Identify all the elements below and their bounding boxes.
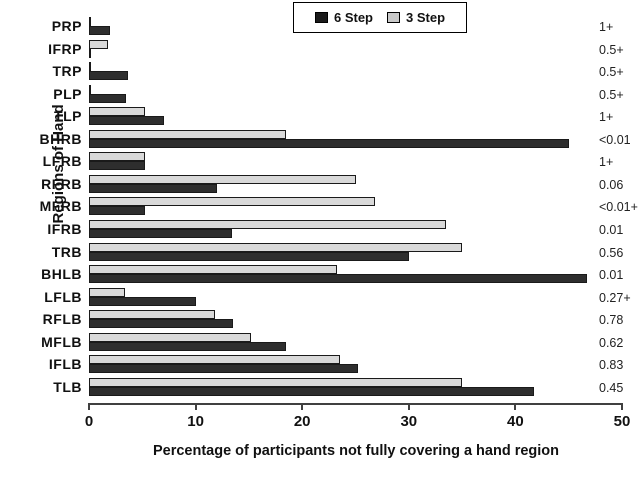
- bar-3step-plp: [89, 84, 92, 94]
- bar-6step-lfrb: [89, 161, 146, 171]
- category-label-ifrb: IFRB: [47, 221, 82, 238]
- category-label-iflb: IFLB: [48, 356, 82, 373]
- bar-3step-lflb: [89, 287, 126, 297]
- x-tick-label-50: 50: [613, 413, 631, 430]
- p-value-iflb: 0.83: [599, 358, 624, 373]
- bar-6step-prp: [89, 26, 111, 35]
- bar-3step-mflb: [89, 332, 252, 342]
- category-label-trb: TRB: [51, 243, 82, 260]
- bar-3step-iflb: [89, 355, 340, 365]
- bar-3step-trb: [89, 242, 463, 252]
- category-label-bhrb: BHRB: [39, 130, 82, 147]
- category-label-rfrb: RFRB: [41, 175, 82, 192]
- bar-3step-tlp: [89, 107, 146, 117]
- p-value-rfrb: 0.06: [599, 177, 624, 192]
- p-value-plp: 0.5+: [599, 87, 624, 102]
- legend-item-3step: 3 Step: [387, 10, 445, 25]
- p-value-trp: 0.5+: [599, 64, 624, 79]
- bar-6step-trb: [89, 251, 409, 261]
- p-value-lfrb: 1+: [599, 155, 614, 170]
- bar-6step-rflb: [89, 319, 233, 329]
- legend-swatch-6step-icon: [314, 12, 328, 23]
- bar-6step-mfrb: [89, 206, 146, 216]
- x-axis-title: Percentage of participants not fully cov…: [152, 443, 560, 459]
- category-label-mfrb: MFRB: [39, 198, 82, 215]
- bar-6step-ifrp: [89, 48, 92, 58]
- p-value-trb: 0.56: [599, 245, 624, 260]
- legend: 6 Step 3 Step: [293, 2, 467, 33]
- legend-item-6step: 6 Step: [314, 10, 373, 25]
- x-tick-0: [88, 403, 90, 410]
- category-label-ifrp: IFRP: [48, 40, 82, 57]
- bar-6step-trp: [89, 71, 129, 81]
- category-label-lfrb: LFRB: [42, 153, 82, 170]
- x-tick-label-30: 30: [400, 413, 418, 430]
- p-value-mflb: 0.62: [599, 335, 624, 350]
- p-value-ifrp: 0.5+: [599, 42, 624, 57]
- bar-3step-ifrp: [89, 39, 109, 49]
- p-value-ifrb: 0.01: [599, 222, 624, 237]
- bar-3step-prp: [89, 17, 92, 26]
- bar-3step-lfrb: [89, 152, 146, 162]
- x-tick-label-40: 40: [507, 413, 524, 430]
- bar-3step-tlb: [89, 377, 463, 387]
- bar-6step-iflb: [89, 364, 358, 374]
- x-tick-30: [407, 403, 410, 410]
- x-tick-10: [194, 403, 197, 410]
- legend-label-3step: 3 Step: [406, 10, 446, 25]
- bar-6step-mflb: [89, 341, 287, 351]
- category-label-rflb: RFLB: [42, 311, 82, 328]
- bar-3step-bhlb: [89, 265, 338, 275]
- category-label-trp: TRP: [52, 63, 82, 80]
- category-label-prp: PRP: [51, 18, 82, 34]
- bar-6step-tlb: [89, 386, 534, 396]
- bar-3step-ifrb: [89, 220, 447, 230]
- bar-3step-mfrb: [89, 197, 375, 207]
- p-value-tlp: 1+: [599, 109, 614, 124]
- x-tick-label-20: 20: [293, 413, 311, 430]
- bar-6step-ifrb: [89, 229, 232, 239]
- x-tick-50: [621, 403, 623, 410]
- x-axis-line: [89, 403, 623, 405]
- p-value-rflb: 0.78: [599, 313, 624, 328]
- p-value-bhlb: 0.01: [599, 267, 624, 282]
- p-value-bhrb: <0.01: [599, 132, 631, 147]
- x-tick-label-0: 0: [84, 413, 94, 430]
- p-value-lflb: 0.27+: [599, 290, 631, 305]
- bar-6step-plp: [89, 93, 127, 103]
- bar-3step-bhrb: [89, 129, 287, 139]
- bar-6step-bhrb: [89, 138, 569, 148]
- category-label-plp: PLP: [53, 85, 82, 102]
- bar-3step-rflb: [89, 310, 215, 320]
- category-label-tlp: TLP: [54, 108, 82, 125]
- category-label-bhlb: BHLB: [41, 266, 82, 283]
- bar-3step-rfrb: [89, 174, 356, 184]
- bar-6step-rfrb: [89, 183, 217, 193]
- category-label-mflb: MFLB: [41, 333, 82, 350]
- p-value-mfrb: <0.01+: [599, 200, 638, 215]
- category-label-tlb: TLB: [53, 378, 82, 395]
- p-value-prp: 1+: [599, 19, 614, 34]
- x-tick-40: [514, 403, 517, 410]
- x-tick-20: [301, 403, 304, 410]
- category-label-lflb: LFLB: [44, 288, 82, 305]
- x-tick-label-10: 10: [187, 413, 204, 430]
- legend-label-6step: 6 Step: [333, 10, 373, 25]
- bar-6step-lflb: [89, 296, 196, 306]
- bar-6step-tlp: [89, 116, 164, 126]
- bar-3step-trp: [89, 62, 92, 72]
- bar-6step-bhlb: [89, 274, 587, 284]
- p-value-tlb: 0.45: [599, 380, 624, 395]
- legend-swatch-3step-icon: [387, 12, 400, 23]
